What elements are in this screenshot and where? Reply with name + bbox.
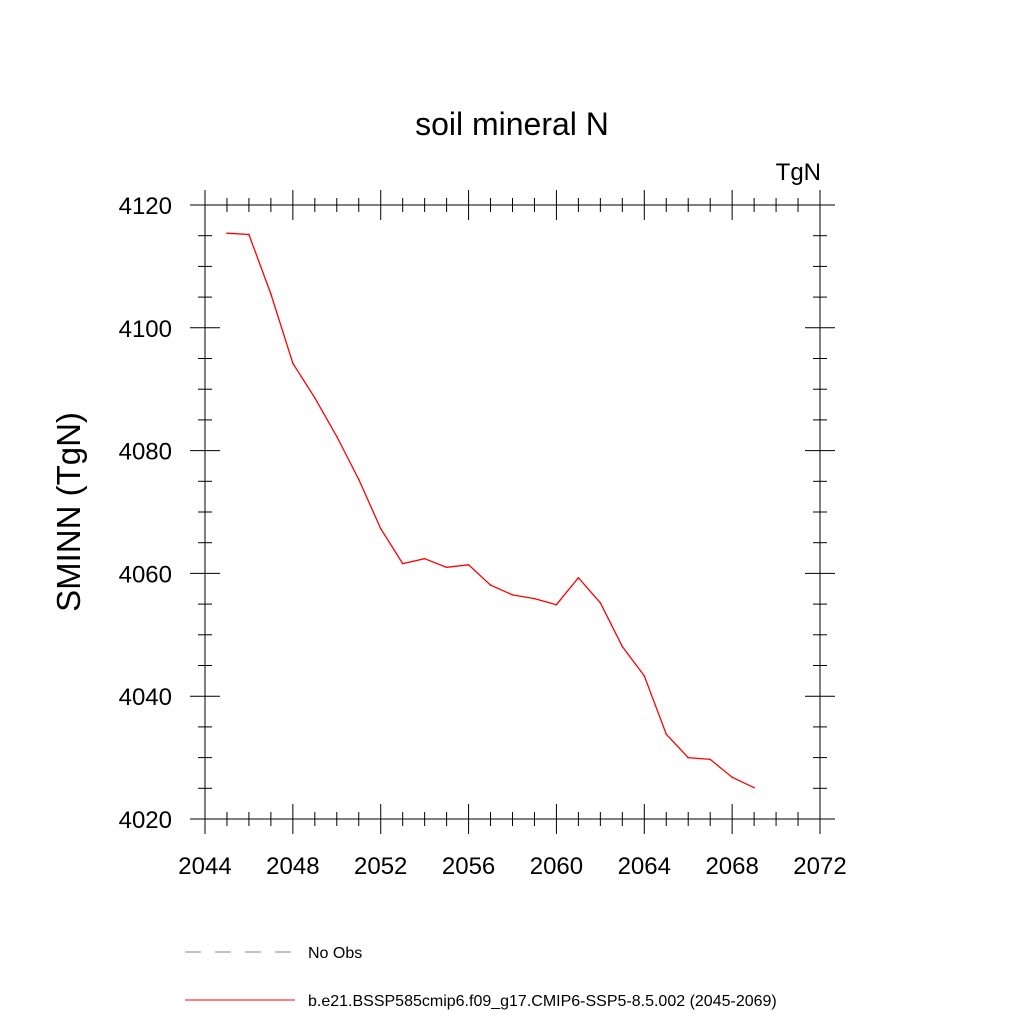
y-tick-label: 4120 (119, 193, 172, 220)
axis-ticks: 2044 2048 2052 2056 2060 2064 2068 2072 4020 4040… (119, 190, 847, 880)
x-tick-label: 2068 (705, 853, 758, 880)
y-tick-label: 4080 (119, 439, 172, 466)
series-lines (226, 232, 755, 789)
data-point (445, 566, 448, 569)
y-axis-label: SMINN (TgN) (50, 412, 87, 612)
x-tick-label: 2060 (530, 853, 583, 880)
x-tick-label: 2064 (618, 853, 671, 880)
plot-frame (204, 204, 821, 820)
data-point (423, 557, 426, 560)
y-tick-label: 4040 (119, 684, 172, 711)
x-tick-label: 2056 (442, 853, 495, 880)
data-point (226, 232, 228, 235)
units-label: TgN (776, 159, 821, 186)
legend: No Obs b.e21.BSSP585cmip6.f09_g17.CMIP6-S… (185, 945, 777, 1010)
legend-label: No Obs (308, 945, 362, 962)
data-point (599, 602, 602, 604)
legend-label: b.e21.BSSP585cmip6.f09_g17.CMIP6-SSP5-8.… (308, 993, 777, 1010)
y-tick-label: 4100 (119, 316, 172, 343)
data-point (643, 675, 646, 677)
data-point (357, 478, 360, 481)
y-tick-label: 4020 (119, 807, 172, 834)
data-point (270, 293, 272, 295)
data-point (687, 756, 690, 759)
data-point (665, 733, 668, 736)
data-point (621, 645, 624, 648)
y-tick-label: 4060 (119, 561, 172, 588)
chart-title: soil mineral N (415, 106, 609, 142)
data-point (379, 527, 382, 530)
data-point (577, 576, 580, 579)
data-point (489, 584, 492, 586)
data-point (555, 603, 558, 606)
series-line (226, 232, 755, 789)
data-point (533, 597, 536, 600)
data-point (709, 758, 711, 761)
data-point (731, 776, 733, 779)
x-tick-label: 2044 (178, 853, 231, 880)
data-point (753, 786, 755, 789)
data-point (467, 564, 470, 566)
data-point (335, 435, 338, 438)
data-point (248, 233, 250, 236)
x-tick-label: 2052 (354, 853, 407, 880)
data-point (511, 594, 514, 596)
x-tick-label: 2048 (266, 853, 319, 880)
data-point (292, 362, 294, 365)
data-point (401, 562, 404, 565)
x-tick-label: 2072 (793, 853, 846, 880)
data-point (314, 396, 316, 399)
